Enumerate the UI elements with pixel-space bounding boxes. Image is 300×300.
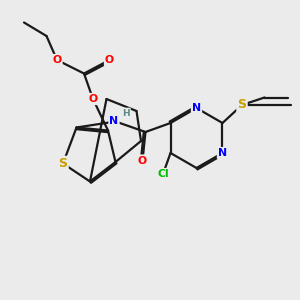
Text: Cl: Cl [157,169,169,179]
Text: S: S [58,157,68,170]
Text: N: N [218,148,227,158]
Text: O: O [52,55,62,65]
Text: O: O [105,55,114,65]
Text: N: N [192,103,201,113]
Text: S: S [238,98,247,112]
Text: N: N [110,116,118,127]
Text: O: O [88,94,98,104]
Text: H: H [122,109,130,118]
Text: O: O [138,155,147,166]
